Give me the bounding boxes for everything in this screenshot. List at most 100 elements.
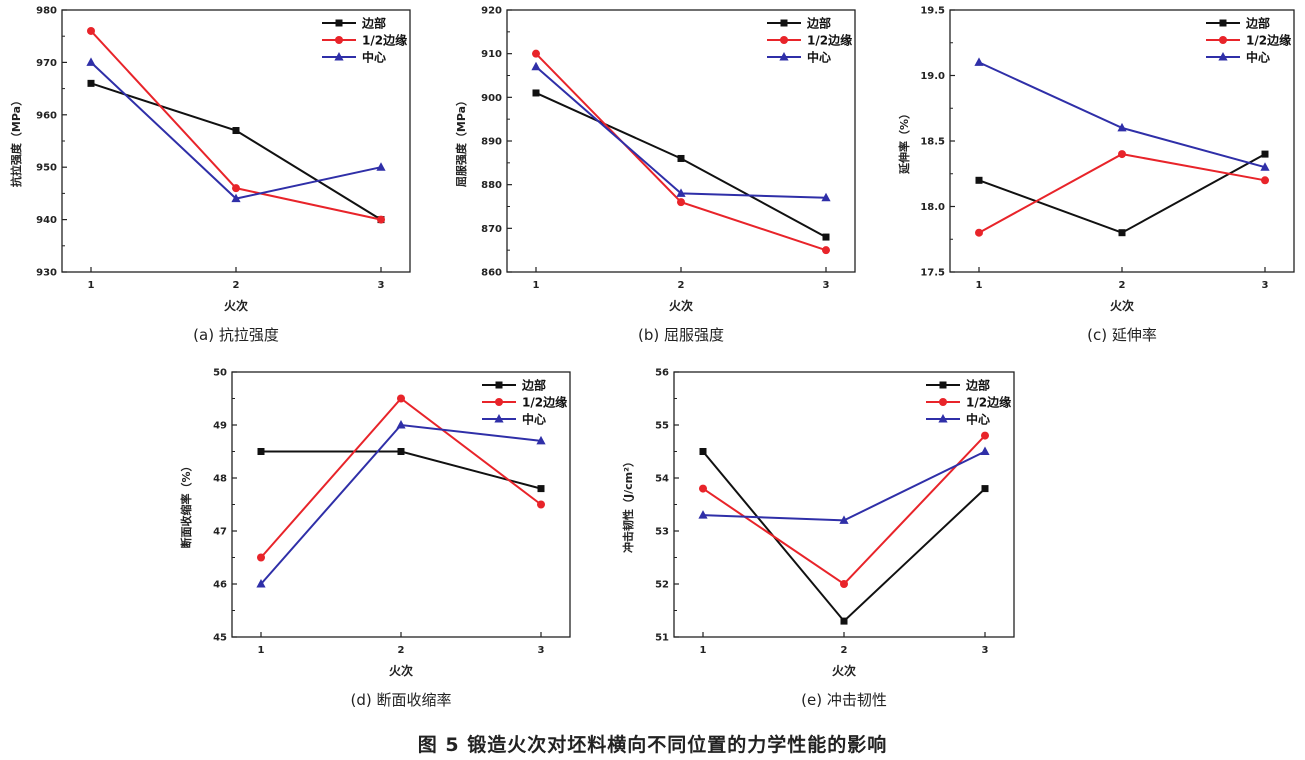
data-point: [536, 435, 546, 445]
x-tick-label: 2: [233, 280, 240, 291]
y-tick-label: 19.5: [920, 6, 945, 17]
y-tick-label: 47: [213, 527, 227, 538]
x-axis-label: 火次: [224, 298, 248, 313]
x-tick-label: 1: [700, 645, 707, 656]
chart-panel-c: 17.5 18.0 18.5 19.0 19.5 1 2 3 火次 延伸率（%） 边部 1/2边缘中心…: [897, 6, 1295, 344]
y-tick-label: 46: [213, 580, 227, 591]
legend-marker: [1219, 19, 1227, 27]
x-axis-label: 火次: [669, 298, 693, 313]
panel-caption: (e) 冲击韧性: [801, 691, 887, 709]
legend-marker: [1219, 36, 1227, 44]
series-line-2: [702, 434, 986, 586]
y-tick-label: 17.5: [920, 268, 945, 279]
data-point: [821, 192, 831, 202]
y-tick-label: 930: [36, 268, 57, 279]
data-point: [87, 79, 95, 87]
legend-label: 中心: [1246, 50, 1270, 65]
legend-label: 边部: [965, 378, 990, 393]
y-tick-label: 45: [213, 633, 227, 644]
data-point: [532, 49, 540, 58]
legend-marker: [1218, 52, 1228, 61]
legend-label: 1/2边缘: [1246, 33, 1291, 48]
data-point: [981, 485, 989, 493]
legend-marker: [780, 19, 788, 27]
y-tick-label: 55: [655, 421, 669, 432]
y-axis-label: 屈服强度（MPa）: [454, 95, 468, 187]
y-tick-label: 950: [36, 163, 57, 174]
x-tick-label: 1: [88, 280, 95, 291]
y-axis-label: 冲击韧性（J/cm²）: [621, 456, 635, 553]
data-point: [840, 580, 848, 588]
y-tick-label: 970: [36, 58, 57, 69]
chart-panel-a: 930 940 950 960 970 980 1 2 3 火次 抗拉强度（MPa） 边部 1/2边缘中…: [9, 6, 411, 344]
legend-marker: [334, 52, 344, 61]
y-tick-label: 51: [655, 633, 669, 644]
series-line-3: [535, 66, 827, 199]
y-tick-label: 18.0: [920, 202, 945, 213]
legend-label: 中心: [362, 50, 386, 65]
data-point: [256, 579, 266, 588]
data-point: [822, 246, 830, 255]
x-tick-label: 2: [1119, 280, 1126, 291]
y-tick-label: 960: [36, 110, 57, 121]
x-tick-label: 3: [823, 280, 830, 291]
data-point: [376, 162, 386, 171]
y-tick-label: 860: [481, 268, 502, 279]
x-tick-label: 3: [1262, 280, 1269, 291]
legend-marker: [495, 381, 503, 389]
chart-panel-b: 860 870 880 890 900 910 920 1 2 3 火次 屈服强度（MPa） 边部 1/2…: [454, 6, 856, 344]
x-tick-label: 2: [678, 280, 685, 291]
y-tick-label: 18.5: [920, 137, 945, 148]
data-point: [532, 89, 540, 97]
x-tick-label: 2: [398, 645, 405, 656]
data-point: [1261, 150, 1269, 158]
panel-caption: (a) 抗拉强度: [193, 326, 279, 344]
data-point: [676, 188, 686, 197]
legend-label: 边部: [806, 16, 831, 31]
data-point: [377, 215, 385, 224]
data-point: [839, 515, 849, 524]
legend-marker: [779, 52, 789, 61]
data-point: [531, 61, 541, 71]
data-point: [397, 448, 405, 455]
x-tick-label: 3: [982, 645, 989, 656]
data-point: [698, 510, 708, 519]
y-tick-label: 49: [213, 421, 227, 432]
data-point: [537, 485, 545, 493]
y-tick-label: 53: [655, 527, 669, 538]
legend-marker: [939, 381, 947, 389]
y-tick-label: 50: [213, 368, 227, 379]
panel-caption: (b) 屈服强度: [638, 326, 724, 344]
y-axis-label: 延伸率（%）: [897, 108, 911, 175]
legend-label: 边部: [361, 16, 386, 31]
legend-label: 中心: [966, 412, 990, 427]
data-point: [537, 500, 545, 509]
data-point: [974, 57, 984, 66]
panel-caption: (d) 断面收缩率: [351, 691, 452, 709]
legend-marker: [938, 414, 948, 423]
y-tick-label: 54: [655, 474, 669, 485]
legend-label: 边部: [521, 378, 546, 393]
legend-marker: [780, 36, 788, 44]
legend-label: 中心: [522, 412, 546, 427]
y-tick-label: 56: [655, 368, 669, 379]
y-tick-label: 52: [655, 580, 669, 591]
figure-caption: 图 5 锻造火次对坯料横向不同位置的力学性能的影响: [417, 734, 888, 756]
data-point: [699, 484, 707, 493]
x-axis-label: 火次: [832, 663, 856, 678]
x-tick-label: 3: [538, 645, 545, 656]
y-tick-label: 940: [36, 215, 57, 226]
x-tick-label: 1: [258, 645, 265, 656]
legend-label: 1/2边缘: [522, 395, 567, 410]
data-point: [257, 448, 265, 455]
data-point: [397, 394, 405, 403]
plot-frame: [231, 371, 571, 638]
data-point: [257, 553, 265, 562]
series-line-2: [978, 153, 1266, 234]
y-tick-label: 910: [481, 49, 502, 60]
y-tick-label: 890: [481, 137, 502, 148]
y-tick-label: 900: [481, 93, 502, 104]
series-line-3: [702, 450, 986, 522]
legend-marker: [939, 398, 947, 406]
